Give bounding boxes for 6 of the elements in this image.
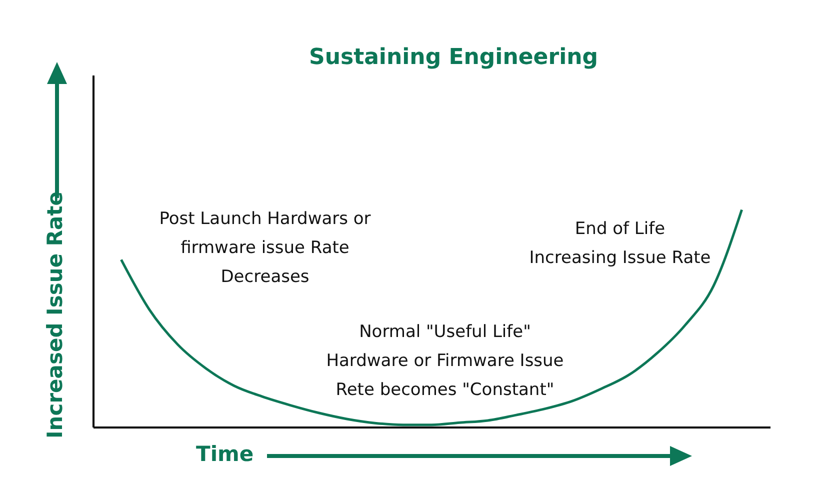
x-axis-title: Time <box>196 442 254 466</box>
chart-title: Sustaining Engineering <box>308 45 598 70</box>
annotation: Post Launch Hardwars or firmware issue Rate Decreases <box>158 208 372 289</box>
y-axis-title: Increased Issue Rate <box>43 191 67 439</box>
annotation: End of Life Increasing Issue Rate <box>528 218 712 270</box>
annotation: Normal "Useful Life" Hardware or Firmware Issue Rete becomes "Constant" <box>325 321 565 402</box>
